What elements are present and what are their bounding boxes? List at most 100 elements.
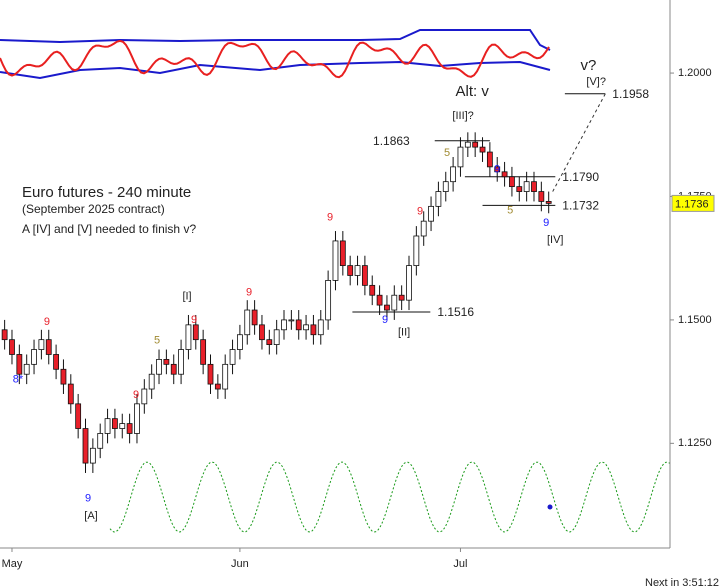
wave-label: 5 (507, 205, 513, 217)
wave-label: 9 (382, 314, 388, 326)
candle-body (23, 363, 30, 375)
candle-body (435, 191, 442, 207)
candle-body (207, 363, 214, 385)
candle-body (339, 240, 346, 267)
candle-body (134, 403, 140, 434)
candle-body (38, 339, 45, 350)
candle-body (523, 181, 530, 192)
candle-body (332, 240, 339, 281)
wave-label: 9 (543, 217, 549, 229)
wave-label: 9 (44, 316, 50, 328)
candle-body (509, 176, 515, 188)
candle-body (104, 418, 111, 434)
candle-body (486, 151, 493, 168)
band-upper (0, 29, 551, 51)
wave-label: 8* (13, 374, 24, 386)
candle-body (347, 265, 354, 276)
footer: Next in 3:51:12 (645, 577, 719, 588)
candle-body (494, 166, 501, 173)
band-lower (0, 60, 551, 80)
candle-body (376, 294, 383, 306)
candle-body (200, 339, 207, 365)
y-tick-label: 1.2000 (678, 67, 712, 79)
candle-body (67, 383, 74, 405)
candle-body (214, 383, 221, 390)
candle-body (89, 447, 96, 464)
wave-label: 9 (133, 389, 139, 401)
level-label: 1.1516 (437, 305, 474, 319)
wave-label: 9 (417, 206, 423, 218)
candle-body (45, 339, 52, 355)
candle-body (237, 334, 243, 350)
candle-body (501, 171, 508, 178)
price-label: 1.1736 (675, 198, 709, 210)
candle-body (406, 265, 412, 301)
candle-body (82, 428, 89, 464)
wave-label: [IV] (547, 234, 564, 246)
candle-body (53, 354, 59, 370)
candle-body (1, 329, 8, 341)
wave-label: [I] (182, 291, 191, 303)
oscillator (0, 29, 551, 80)
candle-body (472, 141, 479, 148)
candle-body (192, 324, 199, 341)
wave-label: 5 (444, 147, 450, 159)
level-label: 1.1732 (562, 199, 599, 213)
candle-body (273, 329, 280, 345)
chart-note: A [IV] and [V] needed to finish v? (22, 222, 196, 236)
candle-body (531, 181, 537, 192)
candle-body (9, 339, 15, 355)
candle-body (178, 349, 184, 375)
candle-body (75, 403, 82, 429)
wave-label: 5 (154, 335, 160, 347)
candle-body (31, 349, 37, 365)
candle-body (325, 280, 332, 321)
level-label: 1.1790 (562, 170, 599, 184)
wave-label: [II] (398, 327, 410, 339)
candle-body (148, 373, 155, 390)
candle-body (266, 339, 273, 345)
candle-body (442, 181, 449, 192)
wave-label: 9 (327, 212, 333, 224)
candle-body (295, 319, 302, 331)
y-tick-label: 1.1500 (678, 314, 712, 326)
candle-body (185, 324, 192, 350)
candle-body (420, 220, 427, 237)
candle-body (281, 319, 287, 331)
wave-label: 9 (191, 314, 197, 326)
wave-label-large: v? (580, 57, 596, 74)
candle-body (251, 309, 258, 326)
candle-body (317, 319, 324, 336)
level-label: 1.1958 (612, 87, 649, 101)
candle-body (479, 146, 486, 153)
candle-body (222, 363, 229, 390)
candle-body (163, 359, 170, 365)
candle-body (60, 368, 67, 385)
candle-body (259, 324, 265, 341)
candle-body (303, 324, 309, 331)
x-tick-label: Jul (453, 558, 467, 570)
wave-label: 9 (246, 287, 252, 299)
cycle-wave (109, 461, 671, 533)
wave-label: 9 (85, 493, 91, 505)
candle-body (244, 309, 251, 336)
candle-body (229, 349, 236, 365)
wave-label: 9 (494, 164, 500, 176)
level-label: 1.1863 (373, 134, 410, 148)
projection (552, 93, 606, 192)
candle-body (545, 201, 552, 204)
candle-body (354, 265, 361, 276)
candle-body (97, 433, 104, 449)
price-box (671, 194, 715, 212)
candle-body (516, 186, 523, 192)
chart-title: Euro futures - 240 minute (22, 184, 191, 201)
cycle-dot (547, 504, 553, 510)
x-tick-label: May (2, 558, 23, 570)
candle-body (369, 284, 376, 296)
x-tick-label: Jun (231, 558, 249, 570)
candle-body (170, 363, 177, 375)
candle-body (398, 294, 405, 301)
candle-body (310, 324, 317, 336)
candle-body (457, 146, 464, 168)
